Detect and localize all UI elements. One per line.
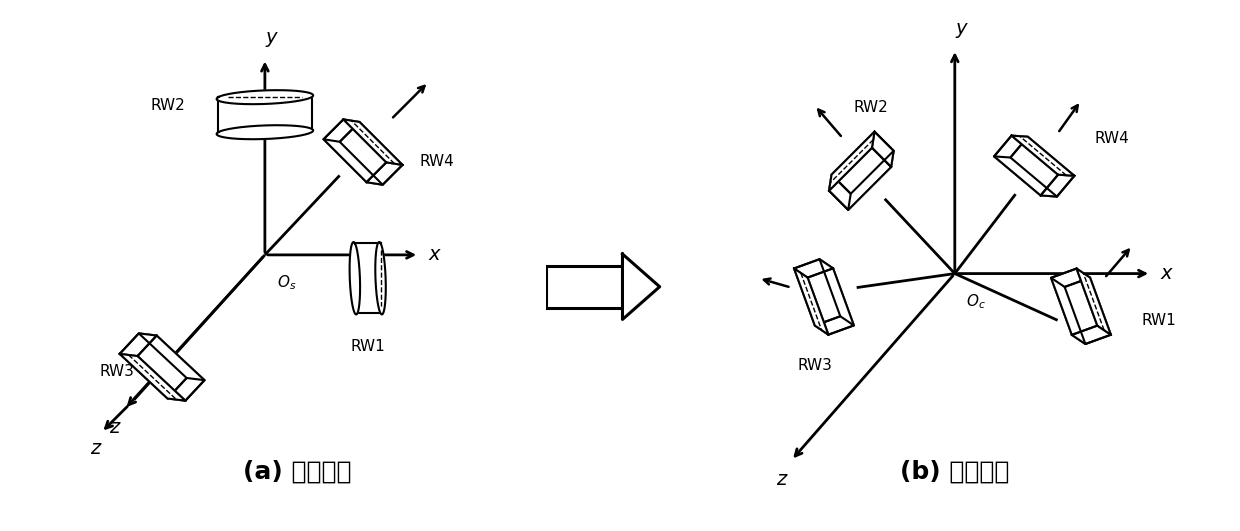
Text: RW1: RW1	[1142, 313, 1177, 328]
Polygon shape	[1052, 278, 1085, 344]
Polygon shape	[355, 243, 381, 313]
Polygon shape	[794, 259, 833, 278]
Polygon shape	[994, 135, 1028, 158]
Polygon shape	[1071, 326, 1111, 344]
Polygon shape	[218, 97, 311, 132]
Polygon shape	[830, 132, 874, 191]
Polygon shape	[1011, 137, 1074, 196]
Text: $z$: $z$	[109, 418, 122, 438]
Text: $y$: $y$	[955, 21, 968, 40]
Text: RW4: RW4	[1095, 131, 1130, 145]
Text: $z$: $z$	[775, 470, 789, 489]
Polygon shape	[1065, 278, 1111, 344]
Polygon shape	[367, 162, 403, 185]
Polygon shape	[807, 268, 854, 335]
Polygon shape	[622, 254, 660, 320]
Text: (a) 标准构型: (a) 标准构型	[243, 460, 352, 484]
Polygon shape	[794, 269, 828, 335]
Text: RW2: RW2	[853, 100, 888, 115]
Polygon shape	[994, 157, 1056, 196]
Polygon shape	[1040, 175, 1074, 196]
Polygon shape	[376, 242, 386, 314]
Polygon shape	[217, 125, 314, 139]
Polygon shape	[1076, 269, 1111, 335]
Polygon shape	[167, 378, 205, 401]
Polygon shape	[324, 119, 360, 142]
Polygon shape	[138, 336, 205, 401]
Text: RW3: RW3	[99, 364, 134, 379]
Polygon shape	[120, 333, 156, 356]
Text: $x$: $x$	[429, 245, 443, 264]
Polygon shape	[324, 119, 387, 182]
Polygon shape	[994, 135, 1058, 195]
Polygon shape	[139, 333, 205, 380]
Text: RW1: RW1	[351, 339, 386, 354]
Polygon shape	[848, 151, 894, 210]
Polygon shape	[830, 175, 851, 210]
Polygon shape	[343, 119, 403, 165]
Polygon shape	[830, 148, 892, 210]
Polygon shape	[120, 333, 187, 398]
Polygon shape	[324, 139, 383, 185]
Polygon shape	[1052, 269, 1097, 335]
Polygon shape	[340, 122, 403, 185]
Text: RW3: RW3	[797, 358, 832, 373]
Polygon shape	[1052, 269, 1090, 287]
Polygon shape	[794, 259, 841, 326]
Text: $x$: $x$	[1161, 264, 1174, 283]
Polygon shape	[872, 132, 894, 167]
Text: (b) 斜装构型: (b) 斜装构型	[900, 460, 1009, 484]
Polygon shape	[832, 132, 894, 194]
Polygon shape	[1012, 135, 1074, 176]
Text: $O_s$: $O_s$	[277, 273, 296, 292]
Text: $O_c$: $O_c$	[966, 292, 986, 311]
Polygon shape	[120, 354, 185, 401]
Text: RW2: RW2	[151, 98, 186, 113]
Text: $z$: $z$	[91, 440, 103, 458]
Polygon shape	[815, 316, 854, 335]
Text: $y$: $y$	[265, 30, 279, 49]
Text: RW4: RW4	[419, 154, 454, 169]
Polygon shape	[820, 259, 854, 326]
Polygon shape	[217, 90, 314, 104]
Polygon shape	[350, 242, 360, 314]
